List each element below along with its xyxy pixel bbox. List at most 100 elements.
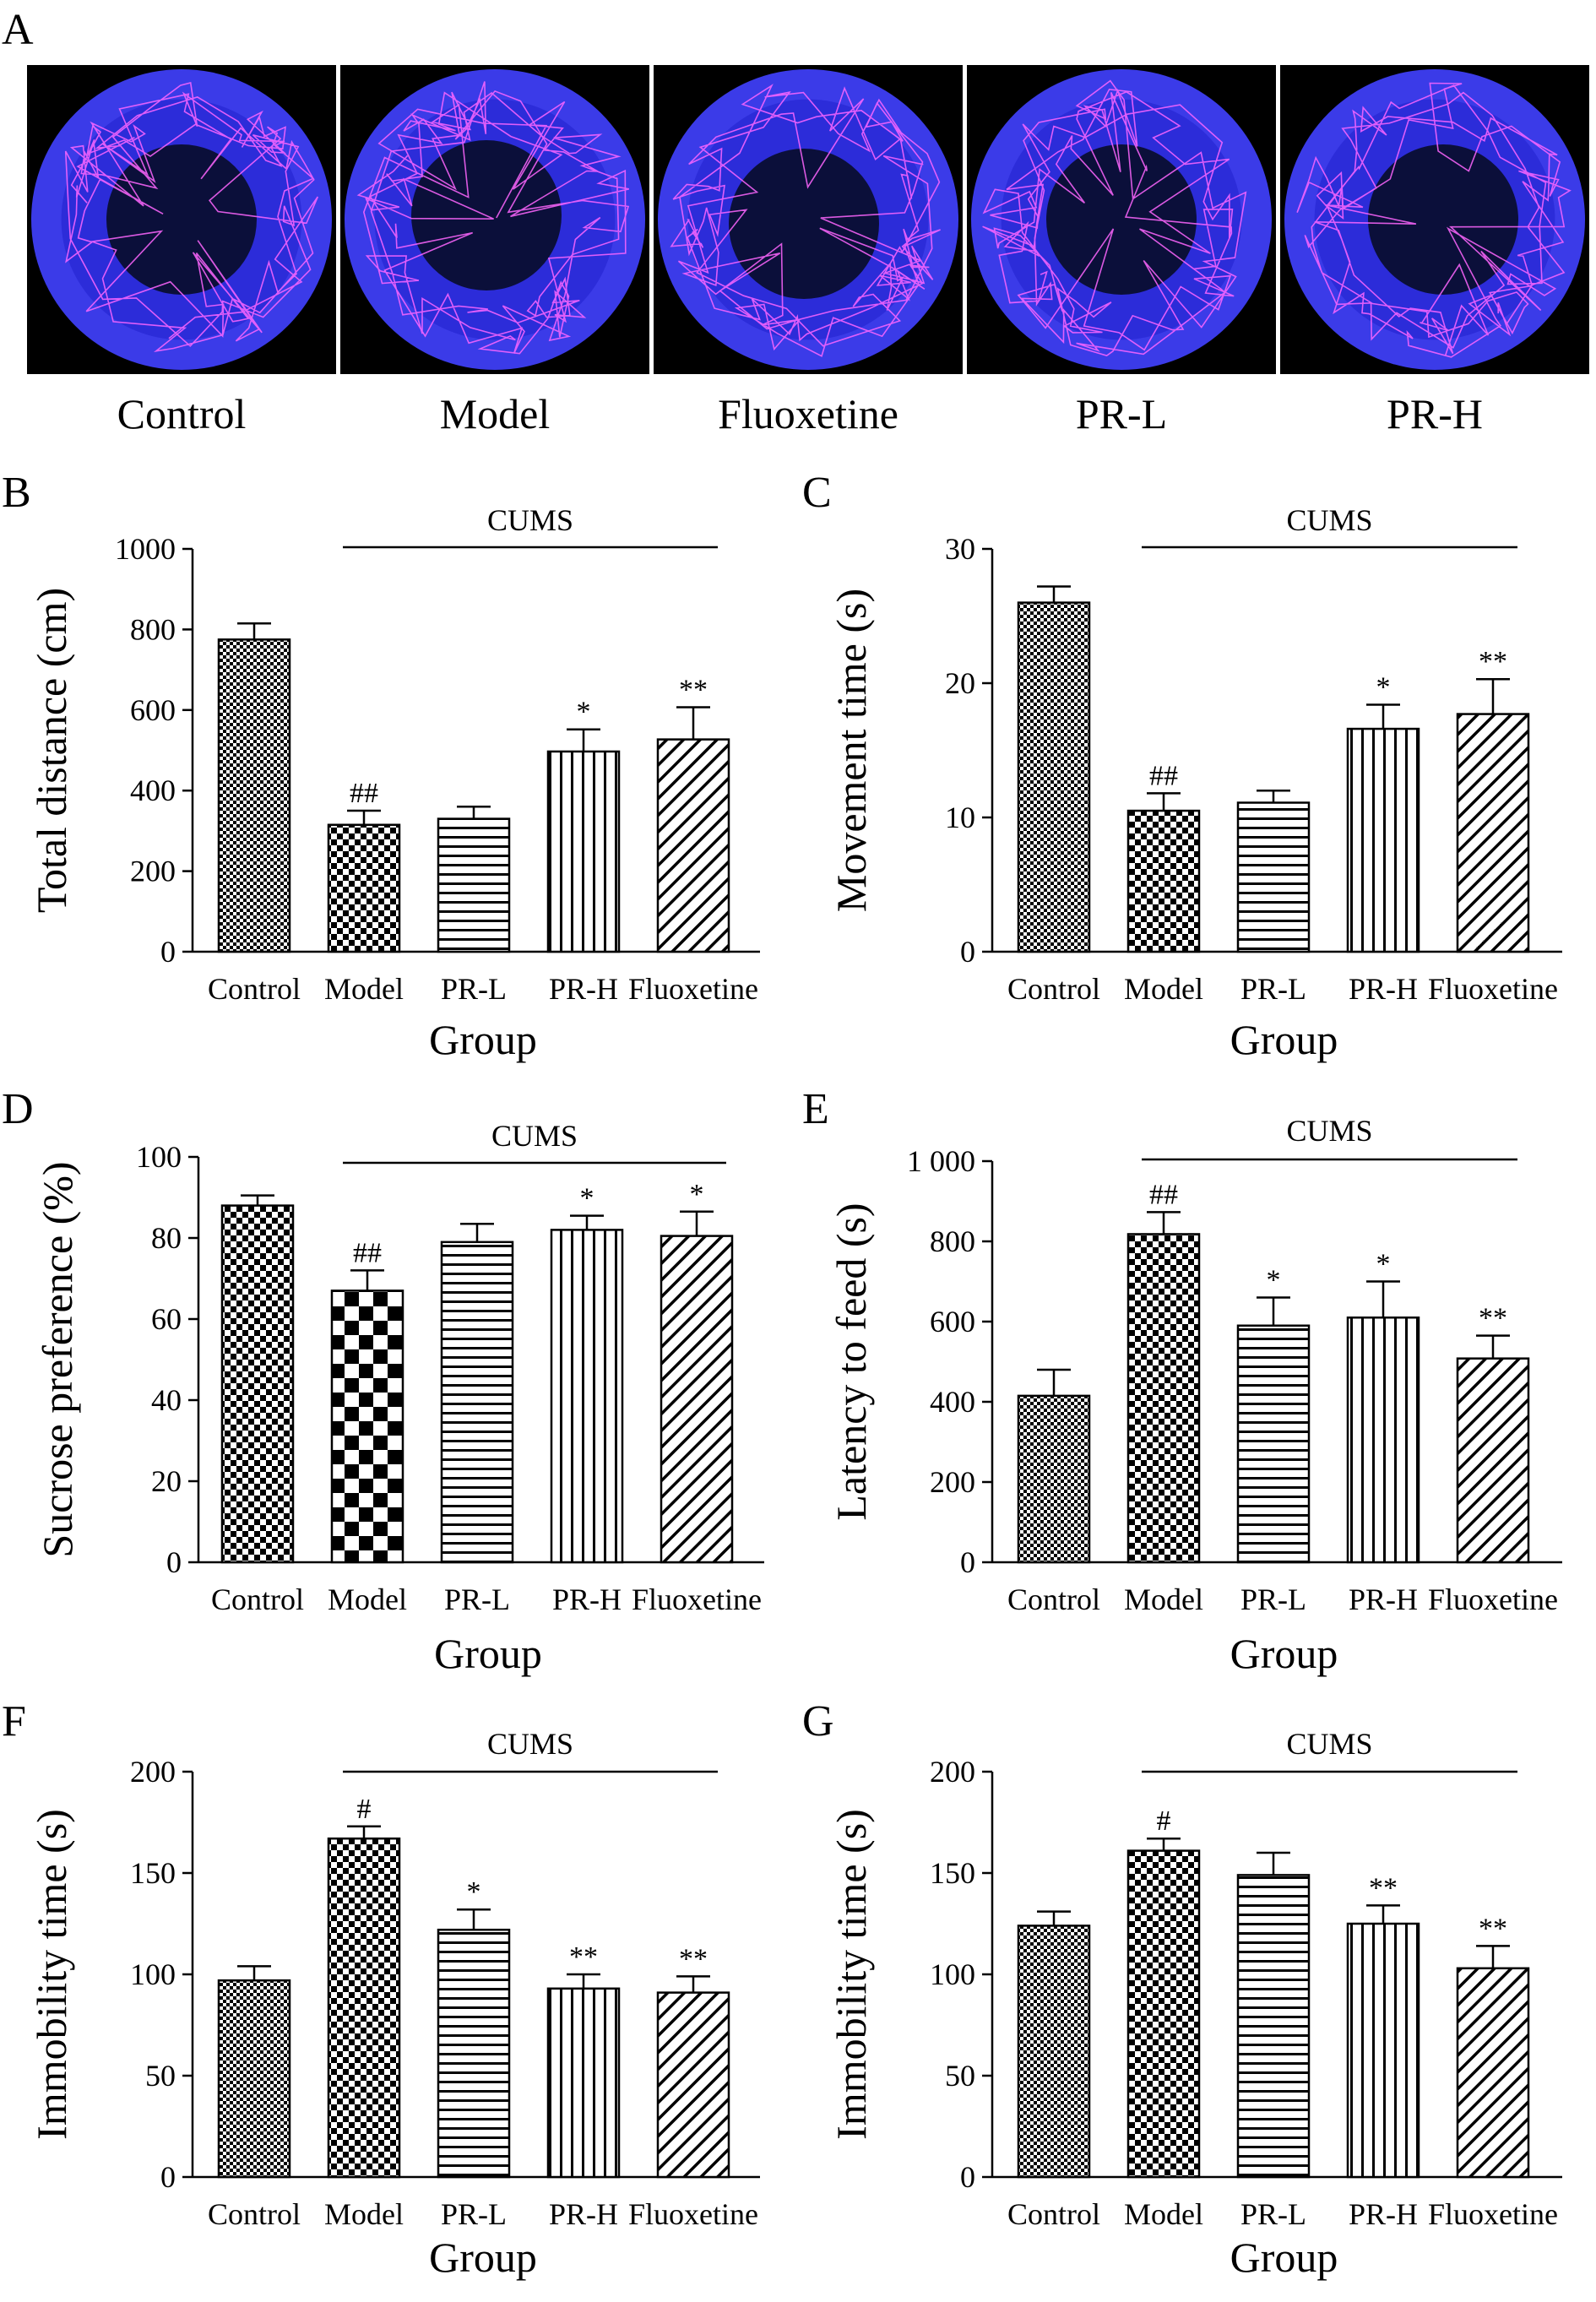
y-tick-label: 200 (930, 1755, 975, 1789)
arena-tile: Model (340, 65, 649, 437)
x-tick-label: PR-H (1349, 1583, 1418, 1616)
y-tick-label: 1 000 (907, 1144, 975, 1178)
y-tick-label: 80 (151, 1221, 182, 1255)
bar (217, 1979, 291, 2179)
y-tick-label: 0 (960, 1545, 975, 1579)
panel-letter: D (2, 1085, 34, 1133)
bar (656, 738, 730, 953)
x-tick-label: Control (1007, 2197, 1100, 2231)
y-tick-label: 600 (930, 1305, 975, 1338)
y-tick-label: 200 (930, 1465, 975, 1499)
significance-label: ** (679, 674, 708, 705)
bar (1236, 801, 1311, 953)
arena-caption: PR-L (1076, 390, 1167, 437)
y-tick-label: 400 (130, 774, 176, 807)
y-tick-label: 600 (130, 693, 176, 727)
significance-label: ** (569, 1941, 598, 1973)
y-tick-label: 1000 (115, 532, 176, 566)
arena-tile: Control (27, 65, 336, 437)
y-tick-label: 100 (130, 1957, 176, 1991)
y-tick-label: 0 (960, 935, 975, 969)
cums-label: CUMS (1286, 503, 1372, 537)
y-tick-label: 100 (930, 1957, 975, 1991)
y-tick-label: 150 (930, 1856, 975, 1890)
cums-label: CUMS (491, 1119, 578, 1153)
x-tick-label: Model (324, 972, 404, 1006)
x-tick-label: Model (1124, 972, 1203, 1006)
y-axis-title: Movement time (s) (828, 589, 875, 912)
arena-tile: Fluoxetine (654, 65, 963, 437)
x-tick-label: Control (208, 2197, 301, 2231)
bar (1017, 1394, 1091, 1564)
bar (330, 1289, 404, 1564)
significance-label: ## (1149, 1179, 1178, 1210)
bar (327, 823, 401, 953)
bar (550, 1229, 624, 1564)
bar (1126, 1233, 1201, 1564)
x-tick-label: PR-H (1349, 2197, 1418, 2231)
y-axis-title: Latency to feed (s) (828, 1203, 875, 1520)
y-tick-label: 0 (960, 2160, 975, 2194)
tracking-path (670, 84, 941, 357)
significance-label: ## (353, 1237, 382, 1268)
x-tick-label: PR-L (441, 972, 507, 1006)
x-tick-label: Fluoxetine (1428, 1583, 1558, 1616)
bar (1456, 1357, 1530, 1564)
chart-panel-e: E 0 200 400 600 800 1 000 Control ## Model * PR-L * P… (802, 1085, 1562, 1677)
bar (1346, 1317, 1420, 1564)
significance-label: * (467, 1876, 481, 1908)
arena-tile: PR-L (967, 65, 1276, 437)
tracking-path (1296, 82, 1572, 358)
x-tick-label: Fluoxetine (1428, 2197, 1558, 2231)
bar (1456, 1967, 1530, 2179)
y-tick-label: 150 (130, 1856, 176, 1890)
bar (1126, 1849, 1201, 2179)
bar (220, 1204, 295, 1564)
x-tick-label: PR-L (1240, 972, 1306, 1006)
x-tick-label: PR-H (1349, 972, 1418, 1006)
significance-label: * (1376, 671, 1391, 703)
arena-images: Control Model Fluoxetine PR-L PR-H (27, 65, 1589, 437)
y-tick-label: 50 (945, 2059, 975, 2093)
significance-label: ** (1479, 1303, 1507, 1334)
panel-letter: G (802, 1697, 834, 1746)
bar (1456, 713, 1530, 953)
significance-label: * (1376, 1249, 1391, 1280)
bar (1236, 1324, 1311, 1564)
y-tick-label: 800 (930, 1224, 975, 1258)
cums-label: CUMS (487, 1727, 573, 1761)
x-tick-label: Control (1007, 972, 1100, 1006)
arena-caption: PR-H (1387, 390, 1483, 437)
significance-label: * (577, 697, 591, 728)
y-tick-label: 100 (136, 1140, 182, 1174)
x-tick-label: PR-L (441, 2197, 507, 2231)
y-tick-label: 200 (130, 1755, 176, 1789)
chart-panel-g: G 0 50 100 150 200 Control # Model PR-L ** PR-H ** Fl… (802, 1697, 1562, 2281)
x-tick-label: Fluoxetine (628, 2197, 758, 2231)
y-tick-label: 0 (166, 1545, 182, 1579)
chart-panel-b: B 0 200 400 600 800 1000 Control ## Model PR-L * PR-… (2, 469, 760, 1063)
panel-letter: C (802, 469, 832, 517)
arena-center-zone (1046, 144, 1197, 295)
x-axis-title: Group (1230, 2234, 1338, 2281)
chart-panel-f: F 0 50 100 150 200 Control # Model * PR-L ** PR-H ** F… (2, 1697, 760, 2281)
panel-letter: F (2, 1697, 26, 1746)
significance-label: * (690, 1179, 704, 1210)
significance-label: # (1157, 1805, 1171, 1837)
x-axis-title: Group (1230, 1630, 1338, 1677)
x-tick-label: Fluoxetine (632, 1583, 762, 1616)
x-axis-title: Group (1230, 1016, 1338, 1063)
significance-label: * (580, 1183, 594, 1214)
x-tick-label: Model (328, 1583, 407, 1616)
y-tick-label: 20 (945, 666, 975, 700)
bar (327, 1837, 401, 2179)
x-axis-title: Group (429, 2234, 537, 2281)
cums-label: CUMS (1286, 1114, 1372, 1148)
x-tick-label: PR-H (549, 2197, 618, 2231)
x-axis-title: Group (429, 1016, 537, 1063)
bar (217, 638, 291, 953)
arena-caption: Control (117, 390, 247, 437)
significance-label: ** (1479, 1913, 1507, 1944)
y-tick-label: 40 (151, 1383, 182, 1417)
